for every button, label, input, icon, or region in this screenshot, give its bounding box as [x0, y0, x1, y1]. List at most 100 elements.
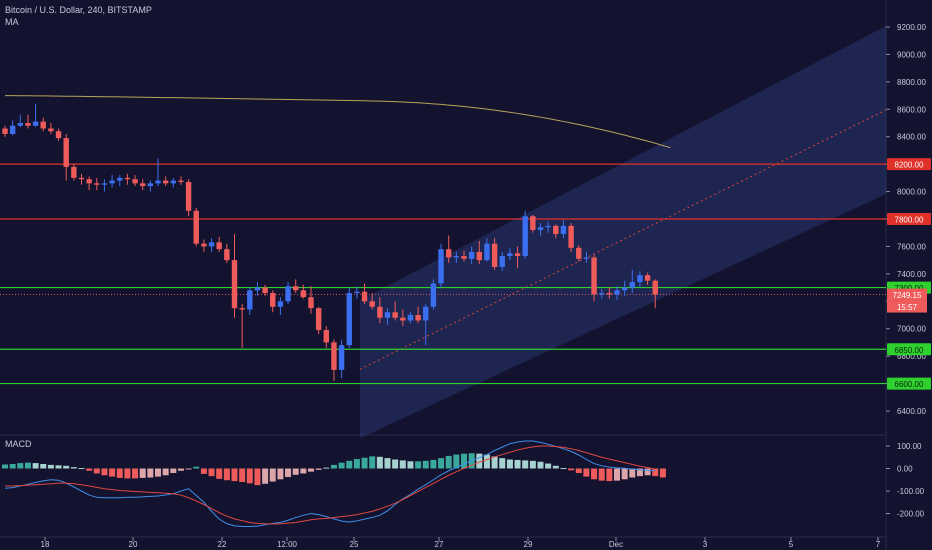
macd-hist-bar — [537, 461, 544, 469]
candle-body — [430, 283, 437, 307]
macd-hist-bar — [522, 460, 529, 469]
candle-body — [132, 179, 138, 184]
level-badge-8200.00 — [887, 158, 931, 171]
channel-band — [360, 26, 886, 439]
macd-hist-bar — [445, 455, 452, 469]
macd-hist-bar — [369, 456, 376, 469]
macd-hist-bar — [116, 468, 123, 478]
grid-lines — [0, 0, 887, 550]
ma-line — [4, 95, 671, 149]
candle-body — [522, 216, 528, 257]
time-tick-label: 20 — [129, 540, 138, 549]
chart-title: Bitcoin / U.S. Dollar, 240, BITSTAMP — [5, 5, 152, 15]
macd-hist-bar — [461, 453, 467, 469]
price-tick-label: 8800.00 — [897, 78, 926, 87]
time-tick-label: 22 — [218, 540, 227, 549]
candle-body — [224, 249, 230, 261]
macd-hist-bar — [529, 460, 536, 469]
macd-hist-bar — [438, 458, 445, 469]
candle-body — [453, 256, 460, 258]
moving-average — [4, 95, 671, 149]
level-badge-label: 6600.00 — [895, 380, 924, 389]
macd-hist-bar — [453, 454, 460, 469]
price-tick-label: 7000.00 — [897, 325, 926, 334]
candle-body — [652, 280, 658, 295]
macd-hist-bar — [254, 468, 261, 486]
macd-hist-bar — [132, 468, 139, 479]
macd-hist-bar — [430, 459, 437, 469]
level-badge-6600.00 — [887, 377, 931, 390]
macd-hist-bar — [606, 468, 613, 482]
candle-body — [331, 342, 337, 370]
macd-hist-bar — [285, 468, 292, 478]
candle-body — [530, 216, 536, 230]
price-tick-label: 6800.00 — [897, 352, 926, 361]
macd-hist-bar — [109, 468, 116, 477]
price-tick-label: 7400.00 — [897, 270, 926, 279]
candle-body — [285, 286, 291, 302]
candle-body — [155, 180, 161, 184]
level-badge-label: 8200.00 — [895, 161, 924, 170]
macd-hist-bar — [308, 468, 314, 472]
macd-hist-bar — [644, 468, 651, 476]
candle-body — [377, 306, 383, 318]
macd-hist-bar — [323, 467, 330, 469]
candle-body — [55, 131, 62, 139]
time-tick-label: Dec — [609, 540, 623, 549]
time-tick-label: 18 — [41, 540, 50, 549]
candle-body — [423, 306, 429, 321]
candle-body — [201, 243, 207, 247]
macd-hist-bar — [78, 468, 85, 470]
macd-hist-bar — [155, 468, 161, 477]
candle-body — [262, 287, 268, 294]
candle-body — [300, 290, 307, 298]
candle-body — [354, 291, 360, 294]
candle-body — [338, 345, 345, 370]
macd-tick-label: 0.00 — [897, 465, 913, 474]
time-tick-label: 12:00 — [277, 540, 298, 549]
candle-body — [637, 275, 643, 283]
candle-body — [2, 128, 8, 134]
macd-hist-bar — [514, 459, 521, 469]
macd-hist-bar — [415, 461, 422, 469]
candle-body — [208, 242, 215, 247]
macd-hist-bar — [162, 468, 169, 476]
macd-hist-bar — [124, 468, 131, 479]
macd-hist-bar — [55, 465, 62, 469]
candle-body — [216, 242, 222, 250]
candle-body — [614, 290, 620, 295]
time-tick-label: 27 — [435, 540, 444, 549]
candle-body — [86, 179, 92, 184]
macd-hist-bar — [399, 460, 406, 469]
macd-hist-bar — [200, 468, 207, 474]
candle-body — [407, 315, 414, 321]
macd-hist-bar — [598, 468, 605, 481]
candle-body — [621, 287, 628, 291]
candle-body — [361, 291, 368, 302]
time-tick-label: 3 — [703, 540, 708, 549]
macd-hist-bar — [9, 464, 16, 469]
candle-body — [315, 308, 322, 331]
macd-hist-bar — [216, 468, 223, 479]
macd-hist-bar — [24, 462, 31, 469]
candle-body — [17, 123, 23, 126]
candle-body — [170, 180, 176, 184]
candle-body — [25, 123, 31, 126]
macd-hist-bar — [575, 468, 582, 473]
macd-hist-bar — [193, 466, 200, 469]
macd-hist-bar — [583, 468, 590, 477]
candle-body — [48, 128, 54, 132]
time-tick-label: 5 — [789, 540, 794, 549]
macd-hist-bar — [422, 460, 429, 469]
candle-body — [576, 247, 582, 259]
macd-hist-bar — [246, 468, 253, 484]
candle-body — [277, 301, 284, 307]
price-tick-label: 7600.00 — [897, 242, 926, 251]
macd-hist-bar — [93, 468, 100, 474]
macd-hist-bar — [277, 468, 284, 480]
macd-hist-bar — [170, 468, 177, 473]
regression-channel — [359, 26, 887, 439]
macd-hist-bar — [177, 468, 184, 471]
macd-hist-bar — [223, 468, 230, 481]
